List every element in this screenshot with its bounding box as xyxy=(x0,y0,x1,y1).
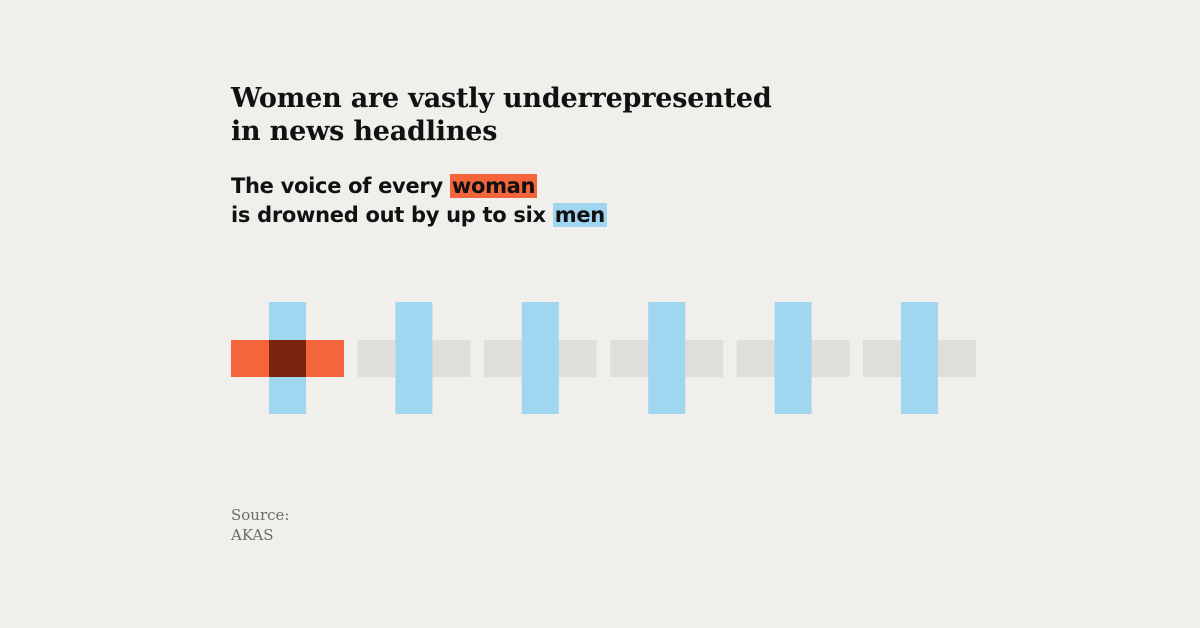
subtitle-line-2-text: is drowned out by up to six xyxy=(231,203,553,227)
man-bar xyxy=(774,302,812,414)
man-bar xyxy=(521,302,559,414)
source-note: Source: AKAS xyxy=(231,505,289,545)
subtitle-line-1-text: The voice of every xyxy=(231,174,450,198)
title-line-2: in news headlines xyxy=(231,116,498,147)
man-bar xyxy=(395,302,433,414)
chart-title: Women are vastly underrepresented in new… xyxy=(231,82,931,148)
source-label: Source: xyxy=(231,506,290,524)
title-line-1: Women are vastly underrepresented xyxy=(231,83,772,114)
subtitle-line-1: The voice of every woman xyxy=(231,172,931,201)
men-highlight: men xyxy=(552,203,607,227)
source-value: AKAS xyxy=(231,526,274,544)
man-bar xyxy=(648,302,686,414)
subtitle-line-2: is drowned out by up to six men xyxy=(231,201,931,230)
woman-highlight: woman xyxy=(449,174,538,198)
chart-subtitle: The voice of every woman is drowned out … xyxy=(231,172,931,230)
overlap-cell xyxy=(269,340,306,377)
man-bar xyxy=(901,302,938,414)
